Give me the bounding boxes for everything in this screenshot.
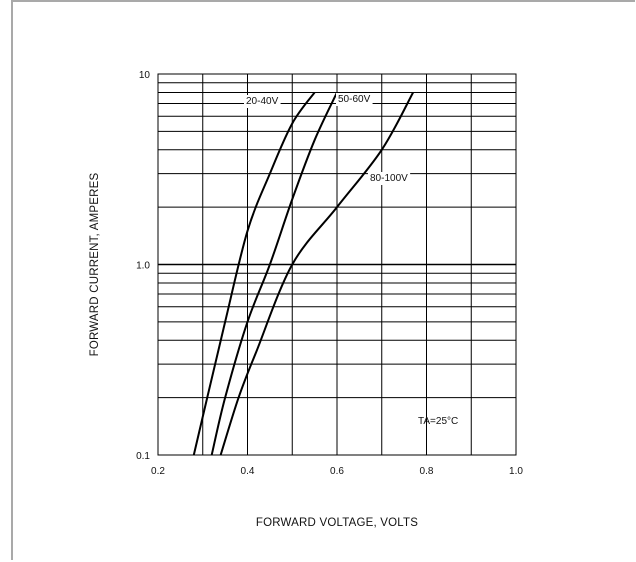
plot-border xyxy=(157,73,517,456)
x-tick-label: 1.0 xyxy=(509,466,523,477)
series-label: 50-60V xyxy=(338,94,371,105)
series-label-background xyxy=(336,93,373,106)
tick-labels: 0.2 0.4 0.6 0.8 1.0 0.1 1.0 10 xyxy=(136,70,523,477)
series-line xyxy=(210,92,338,456)
series-line xyxy=(192,91,316,456)
series-label-background xyxy=(368,172,411,185)
x-tick-label: 0.8 xyxy=(420,466,434,477)
x-tick-label: 0.6 xyxy=(330,466,344,477)
series-group xyxy=(192,91,414,456)
x-axis-title: FORWARD VOLTAGE, VOLTS xyxy=(256,517,418,529)
series-labels: 20-40V 50-60V 80-100V xyxy=(244,93,411,185)
series-label-background xyxy=(244,95,281,108)
x-tick-label: 0.2 xyxy=(151,466,165,477)
y-axis-title: FORWARD CURRENT, AMPERES xyxy=(89,173,101,357)
chart-frame xyxy=(11,0,635,560)
y-tick-label: 1.0 xyxy=(136,261,150,272)
series-line xyxy=(219,91,414,456)
grid xyxy=(158,74,516,455)
y-tick-label: 0.1 xyxy=(136,451,150,462)
series-label: 80-100V xyxy=(370,173,408,184)
series-label: 20-40V xyxy=(246,96,279,107)
temperature-annotation: TA=25°C xyxy=(418,416,458,427)
y-tick-label: 10 xyxy=(139,70,151,81)
x-tick-label: 0.4 xyxy=(241,466,255,477)
